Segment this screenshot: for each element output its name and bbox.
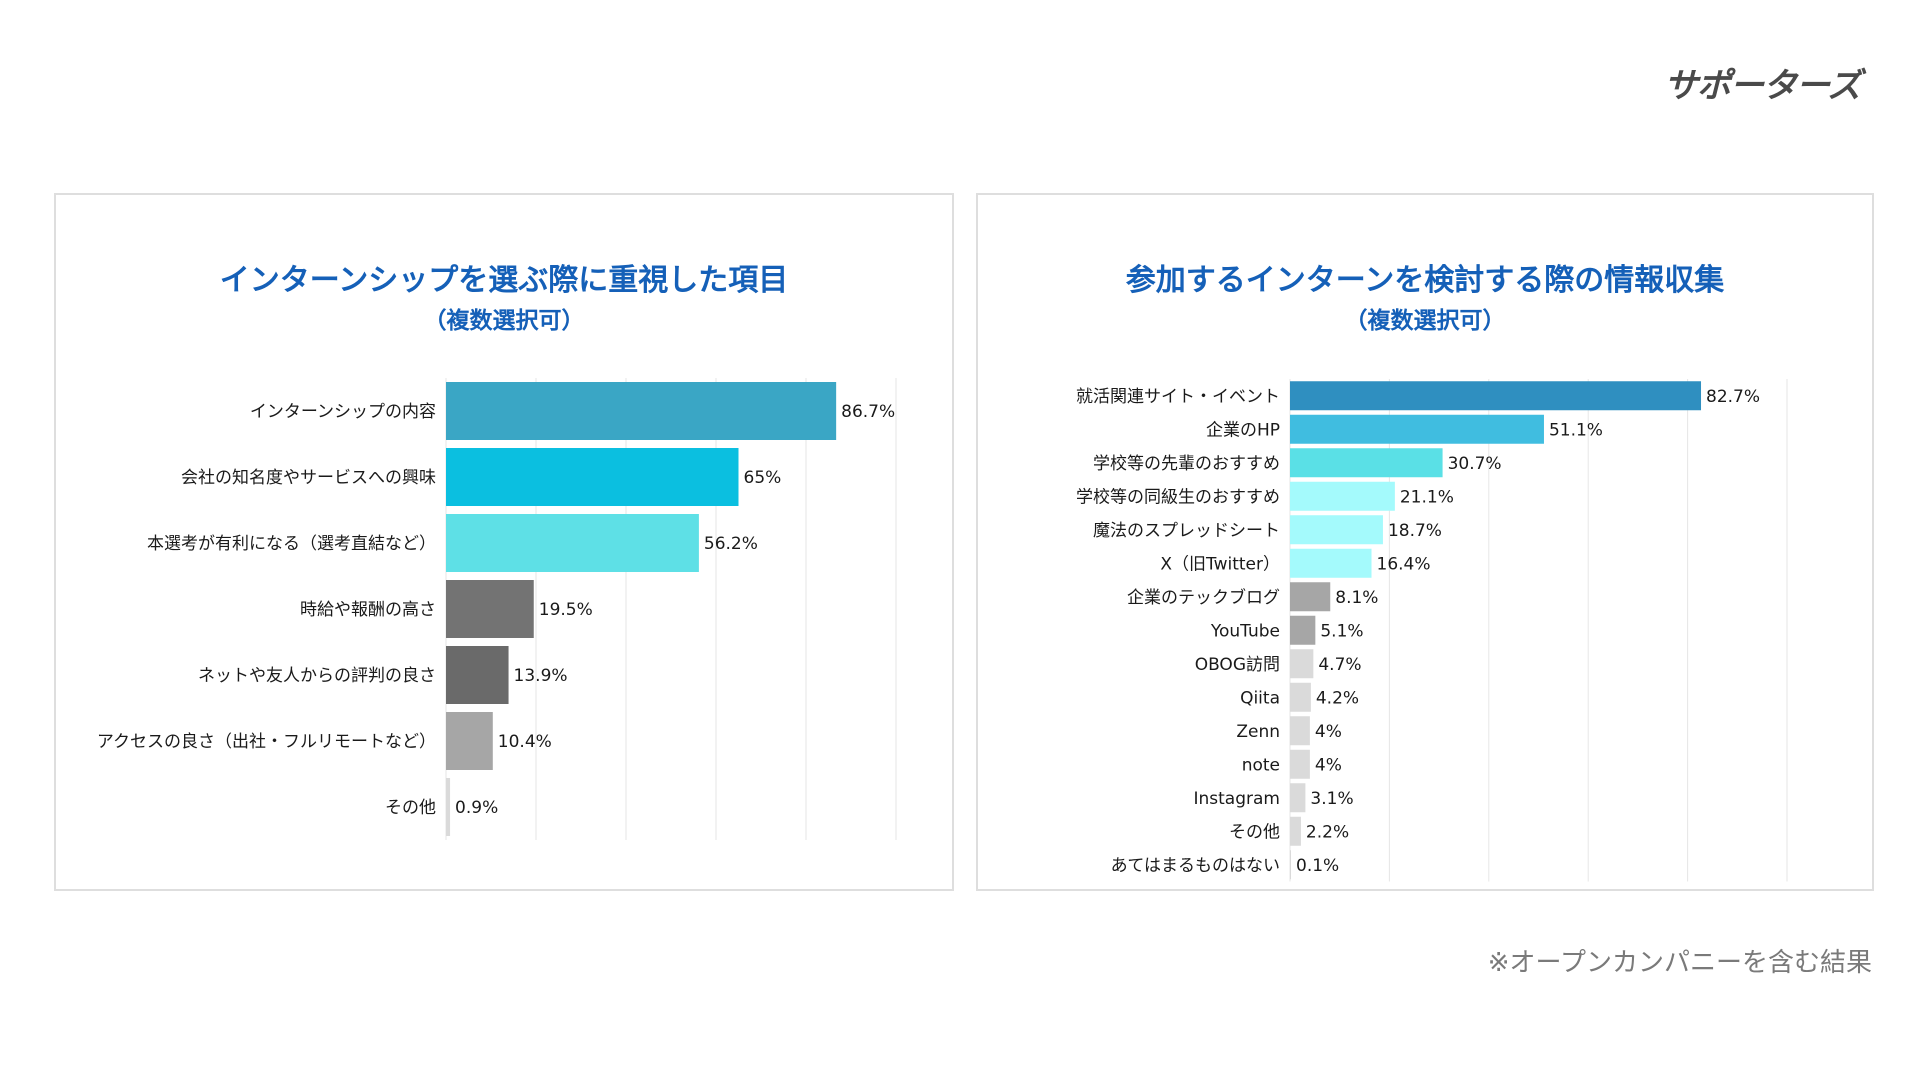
data-label: 16.4% — [1377, 554, 1431, 574]
bar — [1290, 615, 1316, 645]
data-label: 0.9% — [455, 798, 498, 818]
data-label: 18.7% — [1388, 521, 1442, 541]
data-label: 4% — [1315, 722, 1342, 742]
category-label: OBOG訪問 — [1195, 655, 1280, 675]
category-label: YouTube — [1210, 621, 1280, 641]
chart-subtitle: （複数選択可） — [1344, 308, 1506, 334]
chart-subtitle: （複数選択可） — [423, 308, 585, 334]
data-label: 65% — [744, 468, 782, 488]
data-label: 10.4% — [498, 732, 552, 752]
data-label: 13.9% — [514, 666, 568, 686]
data-label: 4.7% — [1318, 655, 1361, 675]
bar — [1290, 582, 1331, 612]
category-label: 本選考が有利になる（選考直結など） — [147, 534, 436, 554]
bar — [1290, 481, 1395, 511]
bar — [446, 382, 837, 440]
category-label: 企業のテックブログ — [1127, 587, 1280, 608]
category-label: インターンシップの内容 — [250, 402, 436, 422]
bar — [1290, 816, 1301, 846]
data-label: 4.2% — [1316, 688, 1359, 708]
data-label: 86.7% — [841, 402, 895, 422]
bar — [1290, 515, 1383, 545]
chart-panel-internship-priorities: インターンシップを選ぶ際に重視した項目 （複数選択可） インターンシップの内容 8… — [54, 193, 954, 891]
data-label: 2.2% — [1306, 822, 1349, 842]
bar — [1290, 783, 1306, 813]
bar — [1290, 749, 1310, 779]
bar — [1290, 381, 1702, 411]
data-label: 21.1% — [1400, 487, 1454, 507]
category-label: 時給や報酬の高さ — [300, 600, 436, 620]
bar — [1290, 850, 1291, 880]
category-label: その他 — [1229, 822, 1280, 842]
data-label: 51.1% — [1549, 420, 1603, 440]
bar — [1290, 548, 1372, 578]
bar — [446, 448, 739, 506]
bar — [446, 646, 509, 704]
data-label: 56.2% — [704, 534, 758, 554]
data-label: 82.7% — [1706, 387, 1760, 407]
data-label: 3.1% — [1310, 789, 1353, 809]
data-label: 30.7% — [1448, 454, 1502, 474]
bar-chart-internship-priorities: インターンシップの内容 86.7% 会社の知名度やサービスへの興味 65% 本選考が有利… — [97, 378, 897, 840]
brand-logo: サポーターズ — [1664, 66, 1861, 106]
bar — [1290, 649, 1314, 679]
category-label: アクセスの良さ（出社・フルリモートなど） — [97, 732, 436, 752]
data-label: 4% — [1315, 755, 1342, 775]
bar — [1290, 414, 1544, 444]
category-label: 就活関連サイト・イベント — [1076, 387, 1280, 407]
bar — [1290, 448, 1443, 478]
footnote: ※オープンカンパニーを含む結果 — [1487, 948, 1872, 978]
bar — [446, 580, 534, 638]
category-label: あてはまるものはない — [1111, 856, 1280, 876]
bar — [446, 712, 493, 770]
bar — [446, 778, 451, 836]
category-label: 学校等の同級生のおすすめ — [1076, 487, 1280, 507]
category-label: X（旧Twitter） — [1160, 554, 1280, 574]
data-label: 19.5% — [539, 600, 593, 620]
category-label: note — [1242, 755, 1280, 775]
category-label: Qiita — [1240, 688, 1280, 708]
chart-title: 参加するインターンを検討する際の情報収集 — [1125, 263, 1725, 298]
category-label: 学校等の先輩のおすすめ — [1093, 454, 1280, 474]
data-label: 8.1% — [1335, 588, 1378, 608]
category-label: ネットや友人からの評判の良さ — [198, 666, 436, 686]
data-label: 0.1% — [1296, 856, 1339, 876]
category-label: Zenn — [1236, 722, 1280, 742]
bar — [1290, 716, 1310, 746]
bar-chart-information-sources: 就活関連サイト・イベント 82.7% 企業のHP 51.1% 学校等の先輩のおすすめ 30… — [1076, 379, 1788, 882]
bar — [1290, 682, 1311, 712]
chart-title: インターンシップを選ぶ際に重視した項目 — [219, 263, 789, 298]
category-label: 会社の知名度やサービスへの興味 — [181, 468, 436, 488]
data-label: 5.1% — [1320, 621, 1363, 641]
bar — [446, 514, 699, 572]
chart-panel-information-sources: 参加するインターンを検討する際の情報収集 （複数選択可） 就活関連サイト・イベン… — [976, 193, 1874, 891]
category-label: Instagram — [1194, 789, 1281, 809]
category-label: 企業のHP — [1206, 420, 1280, 440]
category-label: 魔法のスプレッドシート — [1093, 521, 1280, 541]
category-label: その他 — [385, 798, 436, 818]
